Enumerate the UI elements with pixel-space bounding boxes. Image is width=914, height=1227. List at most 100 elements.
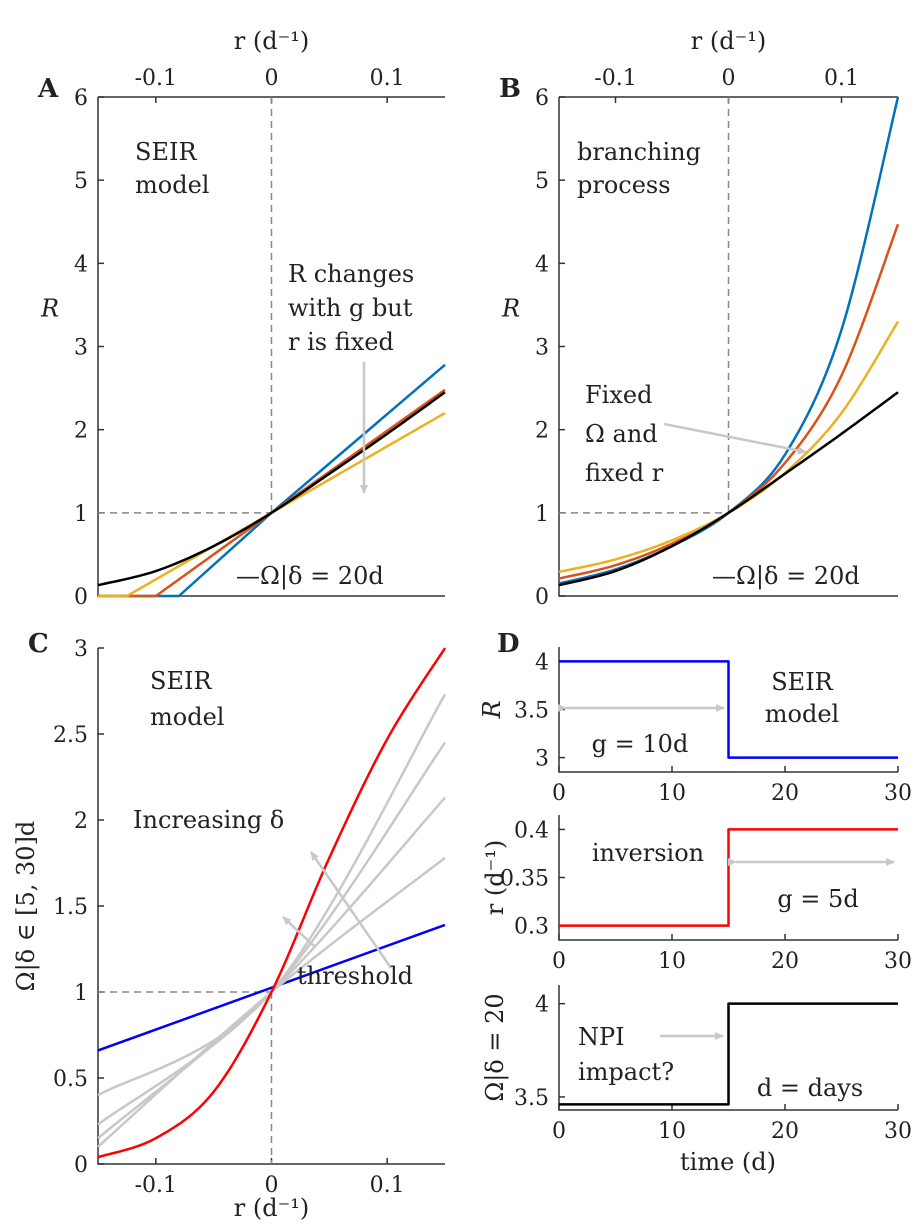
panel-c-series-line-2 [97,693,447,1097]
panel-d-annotation-seir: SEIR [771,668,833,696]
panel-d-annotation-days: d = days [757,1074,863,1102]
panel-c-series-line-6 [97,647,447,1159]
panel-d-annotation-g5: g = 5d [777,885,858,913]
panel-b-annotation-omega: Ω and [585,420,658,448]
panel-c-arrow-threshold [282,916,315,947]
panel-d-subplot-3-x-tick-label: 10 [658,1119,686,1144]
panel-d-subplot-3-axes [558,985,898,1111]
panel-c-x-label: r (d⁻¹) [234,1194,309,1222]
panel-c-x-tick-label: -0.1 [135,1173,177,1198]
panel-d-subplot-2-y-tick-label: 0.3 [514,915,549,940]
panel-d-subplot-1-y-tick-label: 3 [535,747,549,772]
panel-d-annotation-inversion: inversion [592,839,704,867]
panel-b-y-tick-label: 0 [535,585,549,610]
panel-b-top-tick-label: 0.1 [824,66,859,91]
panel-d-subplot-1-y-tick-label: 3.5 [514,699,549,724]
panel-d-annotation-model: model [765,700,839,728]
panel-c-y-tick-label: 0 [74,1153,88,1178]
panel-c-x-tick-label: 0.1 [370,1173,405,1198]
panel-c-annotation-seir: SEIR [150,667,212,695]
panel-c-y-tick-label: 2.5 [53,723,88,748]
panel-a-top-axis-label: r (d⁻¹) [234,27,309,55]
panel-a-top-tick-label: 0.1 [370,66,405,91]
panel-b-annotation-fixed: Fixed [585,381,652,409]
panel-c-y-tick-label: 0.5 [53,1067,88,1092]
panel-c-arrow-increasing [309,851,393,969]
panel-c-label: C [28,629,49,659]
panel-c-axes [97,648,445,1165]
panel-b-arrow [663,422,807,455]
panel-c-x-tick-label: 0 [265,1173,279,1198]
panel-b-y-label: R [501,295,520,323]
panel-d-subplot-3-y-tick-label: 4 [535,993,549,1018]
panel-d-subplot-3-x-tick-label: 0 [552,1119,566,1144]
panel-a-annotation-model: model [135,171,209,199]
panel-c-annotation-threshold: threshold [297,962,413,990]
panel-d-subplot-2-x-tick-label: 0 [552,949,566,974]
panel-b-label: B [499,74,521,104]
panel-b-y-tick-label: 3 [535,336,549,361]
panel-b-y-tick-label: 6 [535,86,549,111]
panel-c-series-line-1 [97,923,446,1052]
panel-b-series-line-4 [558,391,899,587]
panel-a-annotation-seir: SEIR [135,138,197,166]
panel-d-subplot-3-y-tick-label: 3.5 [514,1086,549,1111]
panel-a-y-tick-label: 1 [74,502,88,527]
panel-a-y-tick-label: 3 [74,336,88,361]
panel-a-annotation-r-changes: R changes [288,260,414,288]
panel-a-y-tick-label: 5 [74,169,88,194]
panel-b-legend-entry: —Ω|δ = 20d [712,562,860,591]
panel-d-subplot-1-x-tick-label: 10 [658,781,686,806]
panel-d-subplot-1-axes [558,647,898,773]
panel-d-x-label: time (d) [680,1148,776,1176]
panel-d-subplot-2-y-tick-label: 0.4 [514,818,549,843]
panel-d-subplot-3-x-tick-label: 30 [884,1119,912,1144]
panel-b-annotation-process: process [577,171,671,199]
panel-d-annotation-g10: g = 10d [592,730,689,758]
panel-c-annotation-increasing: Increasing δ [133,806,284,834]
panel-d-subplot-2-x-tick-label: 30 [884,949,912,974]
panel-b-y-tick-label: 1 [535,502,549,527]
panel-d-subplot-3-y-label: Ω|δ = 20 [481,993,510,1101]
panel-d-subplot-1-series-line [559,660,898,759]
panel-d-subplot-1-x-tick-label: 20 [771,781,799,806]
panel-d-subplot-3-series-line [559,1002,898,1106]
panel-a-annotation-r-fixed: r is fixed [288,328,394,356]
panel-a-top-tick-label: -0.1 [135,66,177,91]
panel-b-annotation-fixed-r: fixed r [585,459,664,487]
panel-c-y-label: Ω|δ ∈ [5, 30]d [12,821,41,992]
panel-d-subplot-3-x-tick-label: 20 [771,1119,799,1144]
panel-d-subplot-1-y-label: R [478,700,506,719]
panel-b-top-axis-label: r (d⁻¹) [691,27,766,55]
panel-a-y-label: R [40,295,59,323]
panel-b-top-tick-label: -0.1 [594,66,636,91]
panel-b-annotation-branching: branching [577,138,701,166]
panel-d-subplot-1-x-tick-label: 30 [884,781,912,806]
panel-c-y-tick-label: 3 [74,637,88,662]
panel-d-subplot-2-series-line [559,828,898,927]
panel-d-subplot-2-x-tick-label: 10 [658,949,686,974]
panel-a-legend-entry: —Ω|δ = 20d [236,562,384,591]
panel-a-y-tick-label: 4 [74,252,88,277]
panel-d-label: D [497,629,520,659]
panel-a-series-line-4 [97,391,446,587]
panel-b-y-tick-label: 5 [535,169,549,194]
panel-d-subplot-1-y-tick-label: 4 [535,650,549,675]
panel-a-y-tick-label: 2 [74,419,88,444]
panel-d-subplot-2-y-tick-label: 0.35 [500,867,549,892]
panel-b-axes [558,97,898,597]
panel-b-top-tick-label: 0 [722,66,736,91]
panel-a-top-tick-label: 0 [265,66,279,91]
panel-b-y-tick-label: 2 [535,419,549,444]
panel-c-y-tick-label: 1.5 [53,895,88,920]
panel-c-annotation-model: model [150,703,224,731]
panel-a-y-tick-label: 0 [74,585,88,610]
panel-d-annotation-impact: impact? [578,1058,674,1086]
panel-a-label: A [37,74,59,104]
panel-d-subplot-1-x-tick-label: 0 [552,781,566,806]
panel-c-y-tick-label: 2 [74,809,88,834]
panel-a-y-tick-label: 6 [74,86,88,111]
panel-c-y-tick-label: 1 [74,981,88,1006]
panel-a-annotation-with-g: with g but [288,294,413,322]
